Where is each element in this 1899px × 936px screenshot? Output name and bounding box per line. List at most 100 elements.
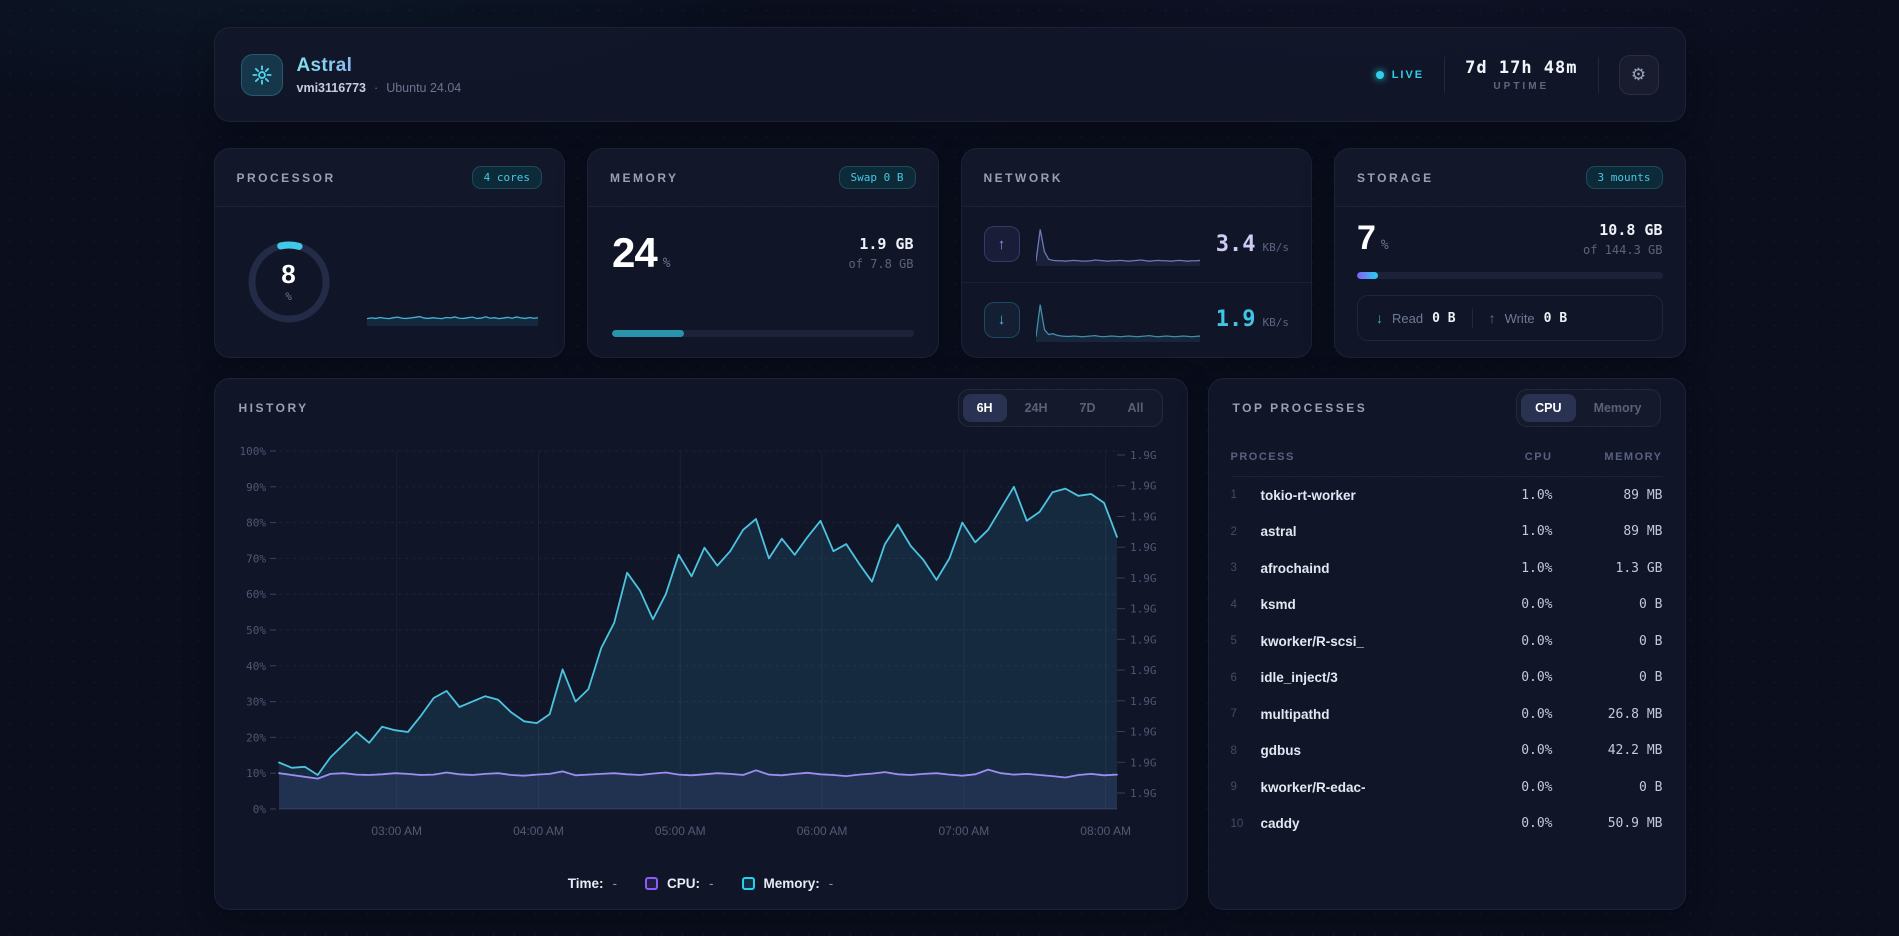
app-logo-icon bbox=[241, 54, 283, 96]
cpu-memory-toggle: CPUMemory bbox=[1516, 389, 1660, 427]
process-cpu: 0.0% bbox=[1467, 634, 1553, 649]
cpu-sparkline bbox=[367, 300, 539, 326]
column-process: PROCESS bbox=[1231, 451, 1261, 463]
download-sparkline bbox=[1036, 298, 1200, 342]
process-memory: 42.2 MB bbox=[1553, 743, 1663, 758]
process-name: gdbus bbox=[1261, 743, 1467, 758]
svg-text:07:00 AM: 07:00 AM bbox=[938, 824, 989, 838]
toggle-button-memory[interactable]: Memory bbox=[1580, 394, 1656, 422]
chart-legend: Time:-CPU:-Memory:- bbox=[215, 861, 1187, 905]
storage-card: STORAGE 3 mounts 7 % 10.8 GB of 144.3 GB bbox=[1334, 148, 1686, 358]
svg-text:1.9G: 1.9G bbox=[1130, 695, 1157, 708]
swap-badge: Swap 0 B bbox=[839, 166, 916, 189]
hostname: vmi3116773 bbox=[297, 81, 367, 95]
range-button-24h[interactable]: 24H bbox=[1011, 394, 1062, 422]
process-memory: 0 B bbox=[1553, 670, 1663, 685]
svg-text:04:00 AM: 04:00 AM bbox=[513, 824, 564, 838]
download-rate: 1.9 bbox=[1216, 307, 1256, 332]
write-arrow-icon: ↑ bbox=[1489, 310, 1496, 326]
range-button-6h[interactable]: 6H bbox=[963, 394, 1007, 422]
process-index: 8 bbox=[1231, 745, 1261, 757]
svg-text:1.9G: 1.9G bbox=[1130, 480, 1157, 493]
process-memory: 89 MB bbox=[1553, 524, 1663, 539]
svg-text:08:00 AM: 08:00 AM bbox=[1080, 824, 1131, 838]
process-memory: 26.8 MB bbox=[1553, 707, 1663, 722]
download-rate-unit: KB/s bbox=[1263, 316, 1290, 329]
table-row: 9kworker/R-edac-0.0%0 B bbox=[1231, 769, 1663, 806]
process-name: kworker/R-edac- bbox=[1261, 780, 1467, 795]
process-name: ksmd bbox=[1261, 597, 1467, 612]
svg-text:1.9G: 1.9G bbox=[1130, 664, 1157, 677]
range-button-7d[interactable]: 7D bbox=[1066, 394, 1110, 422]
legend-memory: Memory:- bbox=[742, 876, 834, 891]
legend-memory-label: Memory: bbox=[764, 876, 820, 891]
range-button-all[interactable]: All bbox=[1114, 394, 1158, 422]
live-label: LIVE bbox=[1392, 69, 1424, 81]
svg-text:70%: 70% bbox=[246, 552, 266, 565]
divider bbox=[1472, 308, 1473, 328]
svg-text:1.9G: 1.9G bbox=[1130, 603, 1157, 616]
disk-io-strip: ↓ Read 0 B ↑ Write 0 B bbox=[1357, 295, 1663, 341]
process-memory: 0 B bbox=[1553, 780, 1663, 795]
legend-time-value: - bbox=[613, 876, 618, 891]
process-index: 2 bbox=[1231, 526, 1261, 538]
process-name: afrochaind bbox=[1261, 561, 1467, 576]
processor-card: PROCESSOR 4 cores 8 % bbox=[214, 148, 566, 358]
svg-text:1.9G: 1.9G bbox=[1130, 633, 1157, 646]
processor-title: PROCESSOR bbox=[237, 171, 336, 185]
svg-text:20%: 20% bbox=[246, 731, 266, 744]
memory-bar bbox=[612, 330, 914, 337]
write-label: Write bbox=[1505, 311, 1535, 326]
table-row: 7multipathd0.0%26.8 MB bbox=[1231, 696, 1663, 733]
legend-memory-value: - bbox=[829, 876, 834, 891]
storage-title: STORAGE bbox=[1357, 171, 1434, 185]
memory-percent-unit: % bbox=[663, 256, 671, 271]
storage-total: of 144.3 GB bbox=[1583, 243, 1662, 257]
memory-total: of 7.8 GB bbox=[848, 257, 913, 271]
history-card: HISTORY 6H24H7DAll 0%10%20%30%40%50%60%7… bbox=[214, 378, 1188, 910]
process-name: astral bbox=[1261, 524, 1467, 539]
svg-text:30%: 30% bbox=[246, 696, 266, 709]
table-row: 10caddy0.0%50.9 MB bbox=[1231, 806, 1663, 843]
process-memory: 89 MB bbox=[1553, 488, 1663, 503]
process-name: kworker/R-scsi_ bbox=[1261, 634, 1467, 649]
storage-percent-unit: % bbox=[1381, 238, 1389, 253]
memory-card: MEMORY Swap 0 B 24 % 1.9 GB of 7.8 GB bbox=[587, 148, 939, 358]
upload-arrow-icon: ↑ bbox=[984, 226, 1020, 262]
legend-time-label: Time: bbox=[568, 876, 604, 891]
svg-text:1.9G: 1.9G bbox=[1130, 756, 1157, 769]
svg-text:90%: 90% bbox=[246, 481, 266, 494]
top-processes-title: TOP PROCESSES bbox=[1233, 401, 1368, 415]
process-cpu: 0.0% bbox=[1467, 597, 1553, 612]
svg-text:100%: 100% bbox=[239, 445, 266, 458]
process-index: 7 bbox=[1231, 708, 1261, 720]
os-version: Ubuntu 24.04 bbox=[386, 81, 461, 95]
process-memory: 0 B bbox=[1553, 597, 1663, 612]
process-memory: 1.3 GB bbox=[1553, 561, 1663, 576]
svg-text:03:00 AM: 03:00 AM bbox=[371, 824, 422, 838]
upload-rate: 3.4 bbox=[1216, 232, 1256, 257]
svg-text:1.9G: 1.9G bbox=[1130, 449, 1157, 462]
top-processes-card: TOP PROCESSES CPUMemory PROCESSCPUMEMORY… bbox=[1208, 378, 1686, 910]
svg-text:06:00 AM: 06:00 AM bbox=[796, 824, 847, 838]
toggle-button-cpu[interactable]: CPU bbox=[1521, 394, 1575, 422]
svg-text:60%: 60% bbox=[246, 588, 266, 601]
download-arrow-icon: ↓ bbox=[984, 302, 1020, 338]
history-chart[interactable]: 0%10%20%30%40%50%60%70%80%90%100%1.9G1.9… bbox=[215, 437, 1189, 861]
process-index: 1 bbox=[1231, 489, 1261, 501]
process-cpu: 1.0% bbox=[1467, 524, 1553, 539]
svg-text:50%: 50% bbox=[246, 624, 266, 637]
svg-text:1.9G: 1.9G bbox=[1130, 787, 1157, 800]
storage-bar bbox=[1357, 272, 1663, 279]
read-value: 0 B bbox=[1432, 311, 1455, 326]
upload-sparkline bbox=[1036, 222, 1200, 266]
svg-text:1.9G: 1.9G bbox=[1130, 510, 1157, 523]
table-row: 4ksmd0.0%0 B bbox=[1231, 587, 1663, 624]
header-card: Astral vmi3116773 · Ubuntu 24.04 LIVE 7d… bbox=[214, 27, 1686, 122]
process-index: 9 bbox=[1231, 781, 1261, 793]
network-card: NETWORK ↑ 3.4 KB/s ↓ 1.9 KB/s bbox=[961, 148, 1313, 358]
svg-text:80%: 80% bbox=[246, 517, 266, 530]
app-title: Astral bbox=[297, 55, 462, 77]
settings-button[interactable]: ⚙ bbox=[1619, 55, 1659, 95]
svg-text:10%: 10% bbox=[246, 767, 266, 780]
